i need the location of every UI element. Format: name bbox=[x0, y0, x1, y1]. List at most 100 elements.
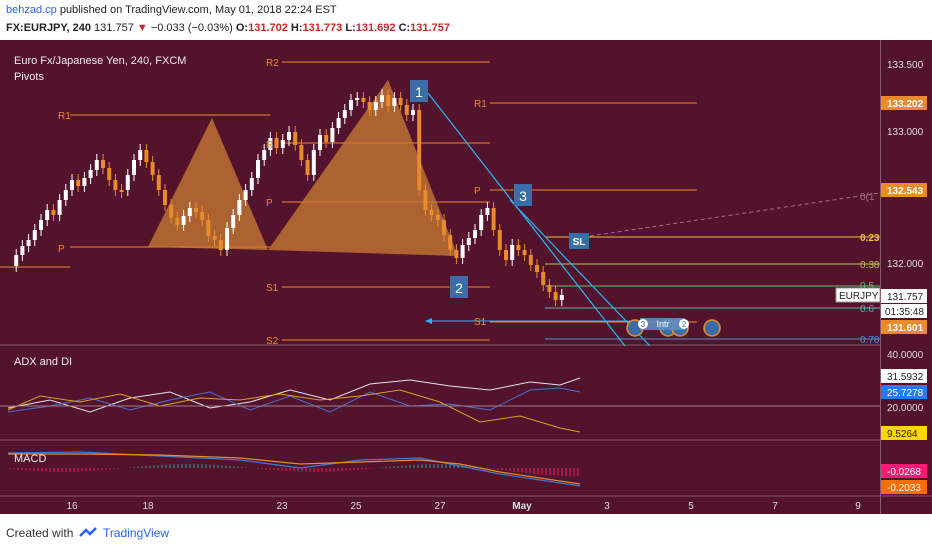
candle-body bbox=[324, 135, 329, 142]
event-marker-2[interactable]: 2 bbox=[682, 320, 687, 329]
candle-body bbox=[336, 118, 341, 128]
candle-body bbox=[547, 285, 552, 292]
candle-body bbox=[156, 175, 161, 190]
wave-label-2: 2 bbox=[455, 280, 463, 296]
candle-body bbox=[101, 160, 105, 168]
candle-body bbox=[70, 180, 74, 190]
candle-body bbox=[528, 255, 533, 265]
candle-body bbox=[473, 230, 477, 238]
candle-body bbox=[497, 230, 502, 250]
event-marker-3[interactable]: 3 bbox=[641, 320, 646, 329]
candle-body bbox=[411, 110, 415, 115]
header: behzad.cp published on TradingView.com, … bbox=[0, 0, 932, 40]
time-tick: 7 bbox=[772, 501, 778, 512]
candle-body bbox=[32, 230, 37, 240]
wave-label-box bbox=[450, 276, 468, 298]
adx-badge bbox=[881, 426, 927, 440]
candle-body bbox=[274, 138, 279, 148]
candle-body bbox=[20, 246, 25, 255]
candle-body bbox=[45, 210, 50, 220]
candle-body bbox=[206, 220, 211, 236]
macd-signal-badge bbox=[881, 480, 927, 494]
time-tick: 5 bbox=[688, 501, 694, 512]
candle-body bbox=[187, 208, 192, 216]
r1-badge bbox=[881, 96, 927, 110]
candle-body bbox=[299, 145, 304, 160]
candle-body bbox=[311, 150, 316, 175]
candle-body bbox=[150, 162, 155, 175]
event-text: Intr bbox=[656, 319, 669, 329]
macd-hist-badge bbox=[881, 464, 927, 478]
candle-body bbox=[14, 255, 19, 266]
time-tick: 23 bbox=[276, 501, 288, 512]
candle-body bbox=[454, 250, 459, 258]
candle-body bbox=[417, 110, 422, 190]
signal-line bbox=[8, 453, 581, 485]
author-link[interactable]: behzad.cp bbox=[6, 4, 57, 16]
footer: Created with TradingView bbox=[0, 514, 932, 550]
candle-body bbox=[373, 102, 378, 110]
high-label: H: bbox=[290, 22, 303, 34]
adx-plus-line bbox=[7, 377, 581, 413]
candles bbox=[14, 89, 564, 306]
candle-body bbox=[125, 175, 130, 190]
candle-body bbox=[442, 220, 446, 235]
candle-body bbox=[76, 180, 81, 186]
s1-badge-text: 131.601 bbox=[887, 323, 924, 334]
candle-body bbox=[361, 98, 366, 102]
candle-body bbox=[163, 190, 167, 205]
candle-body bbox=[305, 160, 310, 175]
countdown-text: 01:35:48 bbox=[885, 307, 924, 318]
candle-body bbox=[63, 190, 68, 200]
tradingview-link[interactable]: TradingView bbox=[103, 526, 170, 540]
low-label: L: bbox=[345, 22, 356, 34]
event-markers[interactable] bbox=[626, 318, 721, 337]
trend-line bbox=[509, 199, 651, 347]
sl-label: SL bbox=[573, 237, 586, 248]
candle-body bbox=[107, 168, 112, 180]
candle-body bbox=[132, 160, 136, 175]
chart-canvas[interactable]: 1 2 3 SL 3 2 Intr R2 R1 R1 R1 P P P S1 S… bbox=[0, 40, 932, 514]
candle-body bbox=[342, 110, 347, 118]
adx-text: 9.5264 bbox=[887, 429, 918, 440]
price-value: 131.757 bbox=[94, 22, 134, 34]
time-tick: 27 bbox=[434, 501, 446, 512]
fib-label: 0.38 bbox=[860, 260, 880, 271]
candle-body bbox=[200, 212, 205, 220]
macd-hist-text: -0.0268 bbox=[887, 467, 921, 478]
candle-body bbox=[380, 95, 384, 102]
candle-body bbox=[225, 228, 229, 250]
candle-body bbox=[293, 132, 298, 145]
created-with-text: Created with bbox=[6, 526, 74, 540]
symbol-info: FX:EURJPY, 240 131.757 ▼ −0.033 (−0.03%)… bbox=[6, 22, 450, 34]
price-scale-divider[interactable] bbox=[880, 40, 881, 514]
candle-body bbox=[237, 200, 242, 215]
adx-pane-title: ADX and DI bbox=[14, 356, 72, 368]
pivot-label-p: P bbox=[474, 186, 481, 197]
minus-di-badge bbox=[881, 385, 927, 399]
candle-body bbox=[404, 105, 409, 115]
high-value: 131.773 bbox=[302, 22, 343, 34]
price-tick: 133.000 bbox=[887, 127, 924, 138]
pivot-label-p: P bbox=[58, 244, 65, 255]
macd-signal-text: -0.2033 bbox=[887, 483, 921, 494]
candle-body bbox=[553, 292, 558, 300]
minus-di-text: 25.7278 bbox=[887, 388, 924, 399]
fib-label: 0.5 bbox=[860, 281, 874, 292]
candle-body bbox=[392, 98, 397, 106]
countdown-badge bbox=[881, 304, 927, 318]
candle-body bbox=[423, 190, 428, 210]
publish-text: published on TradingView.com, May 01, 20… bbox=[56, 4, 337, 16]
candle-body bbox=[516, 245, 521, 250]
candle-body bbox=[144, 150, 149, 162]
plus-di-text: 31.5932 bbox=[887, 372, 924, 383]
candle-body bbox=[559, 295, 564, 300]
candle-body bbox=[88, 170, 93, 178]
candle-body bbox=[39, 220, 43, 230]
candle-body bbox=[268, 138, 273, 150]
fib-label: 0.23 bbox=[860, 233, 880, 244]
symbol-label: FX:EURJPY, 240 bbox=[6, 22, 91, 34]
time-tick: 18 bbox=[142, 501, 154, 512]
candle-body bbox=[541, 272, 546, 285]
last-price-badge bbox=[881, 289, 927, 303]
